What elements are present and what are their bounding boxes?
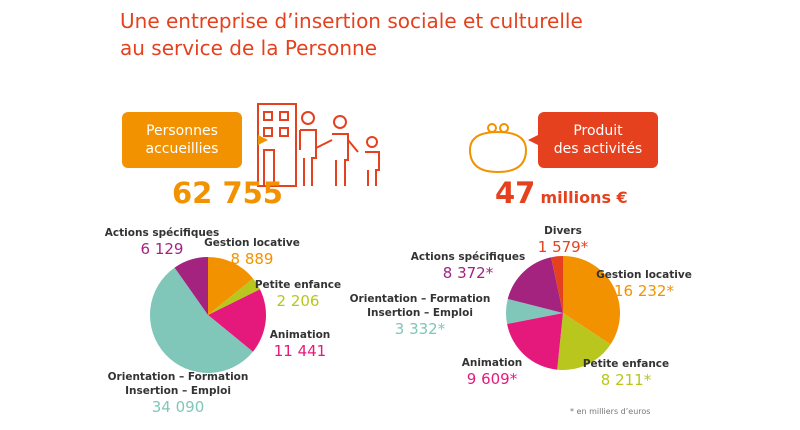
title: Une entreprise d’insertion sociale et cu… [120,9,583,60]
value-label: 3 332* [394,320,446,338]
category-label: Orientation – Formation Insertion – Empl… [107,371,249,397]
value-label: 8 372* [442,264,494,282]
stat-box: Personnes accueillies [122,112,242,168]
purse-icon [468,123,528,174]
pie-slice [208,278,260,315]
stat-unit: millions € [540,188,628,207]
pie-slice [208,289,266,352]
category-label: Animation [269,329,331,341]
pie-slice [208,257,254,315]
stat-value: 47 [495,176,536,210]
value-label: 6 129 [140,240,184,258]
callout-arrow [258,135,268,145]
value-label: 9 609* [466,370,518,388]
value-label: 2 206 [276,292,320,310]
category-label: Petite enfance [254,279,342,291]
slice-label: Petite enfance 8 211* [583,357,669,389]
value-label: 1 579* [537,238,589,256]
slice-label: Animation 11 441 [270,328,331,360]
category-label: Orientation – Formation Insertion – Empl… [349,293,491,319]
category-label: Petite enfance [582,358,670,370]
pie-slice [505,298,563,324]
slice-label: Actions spécifiques 6 129 [105,226,219,258]
value-label: 16 232* [613,282,674,300]
pie-slice [149,267,253,374]
pie-slice [507,313,563,370]
pie-slice [557,313,611,370]
slice-label: Orientation – Formation Insertion – Empl… [108,370,249,416]
footnote: * en milliers d’euros [570,407,651,416]
category-label: Actions spécifiques [104,227,220,239]
category-label: Gestion locative [596,269,692,281]
pie-slice [563,256,620,345]
category-label: Divers [544,225,582,237]
value-label: 11 441 [273,342,327,360]
stat-value: 62 755 [172,176,283,210]
value-label: 34 090 [151,398,205,416]
callout-arrow [528,135,538,145]
value-label: 8 889 [230,250,274,268]
stat: 47 millions € [495,176,628,210]
slice-label: Gestion locative 16 232* [596,268,692,300]
pie-slice [174,257,208,315]
slice-label: Petite enfance 2 206 [255,278,341,310]
slice-label: Actions spécifiques 8 372* [411,250,525,282]
category-label: Gestion locative [204,237,300,249]
people-icon [257,103,380,187]
pie-slice [507,257,563,313]
category-label: Animation [461,357,523,369]
slice-label: Gestion locative 8 889 [204,236,300,268]
category-label: Actions spécifiques [410,251,526,263]
slice-label: Orientation – Formation Insertion – Empl… [350,292,491,338]
slice-label: Divers 1 579* [538,224,588,256]
slice-label: Animation 9 609* [462,356,523,388]
stat-box: Produit des activités [538,112,658,168]
pie-slice [551,256,563,313]
value-label: 8 211* [600,371,652,389]
